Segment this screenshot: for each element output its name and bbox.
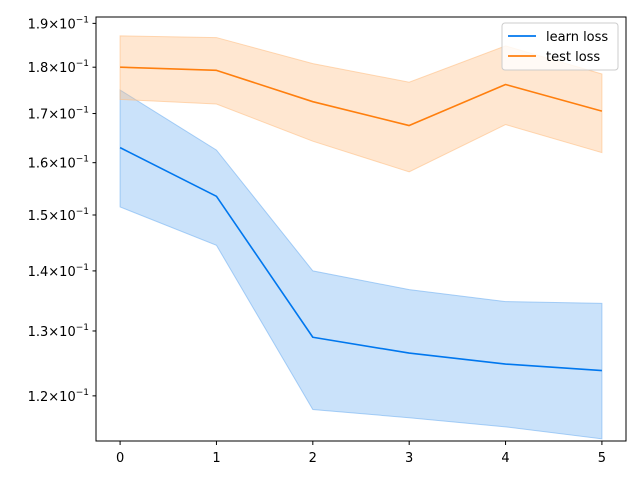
y-tick-exponent: −1 xyxy=(76,323,89,333)
y-tick-mantissa: 1.4 xyxy=(28,265,49,280)
y-tick-mantissa: 1.5 xyxy=(28,209,49,224)
x-tick-label: 3 xyxy=(405,451,413,466)
y-tick-label: 1.9×10−1 xyxy=(28,15,89,32)
y-tick-exponent: −1 xyxy=(76,388,89,398)
y-tick-exponent: −1 xyxy=(76,15,89,25)
legend-label: learn loss xyxy=(546,30,608,45)
y-tick-label: 1.2×10−1 xyxy=(28,388,89,405)
y-tick-label: 1.4×10−1 xyxy=(28,263,89,280)
band-test-loss xyxy=(119,35,603,173)
legend: learn loss test loss xyxy=(501,22,619,71)
y-tick-mantissa: 1.9 xyxy=(28,17,49,32)
x-tick-label: 5 xyxy=(598,451,606,466)
confidence-bands xyxy=(119,35,603,440)
y-tick-mantissa: 1.6 xyxy=(28,157,49,172)
y-tick-label: 1.6×10−1 xyxy=(28,155,89,172)
y-tick-label: 1.8×10−1 xyxy=(28,59,89,76)
y-axis: 1.2×10−1 1.3×10−1 1.4×10−1 1.5×10−1 1.6×10−1… xyxy=(28,15,96,405)
y-tick-mantissa: 1.3 xyxy=(28,325,49,340)
series-line-learn-loss xyxy=(119,146,602,372)
y-tick-mantissa: 1.8 xyxy=(28,61,49,76)
y-tick-mantissa: 1.2 xyxy=(28,390,49,405)
y-tick-exponent: −1 xyxy=(76,59,89,69)
legend-box xyxy=(501,22,619,71)
y-tick-exponent: −1 xyxy=(76,263,89,273)
band-learn-loss xyxy=(119,89,603,440)
x-axis: 0 1 2 3 4 5 xyxy=(116,441,606,466)
x-tick-label: 1 xyxy=(212,451,220,466)
y-tick-exponent: −1 xyxy=(76,207,89,217)
y-tick-label: 1.3×10−1 xyxy=(28,323,89,340)
plot-frame xyxy=(95,16,627,442)
x-tick-label: 4 xyxy=(501,451,509,466)
y-tick-mantissa: 1.7 xyxy=(28,108,49,123)
series-line-test-loss xyxy=(120,66,603,127)
x-tick-label: 0 xyxy=(116,451,124,466)
x-tick-label: 2 xyxy=(309,451,317,466)
y-tick-exponent: −1 xyxy=(76,106,89,116)
legend-label: test loss xyxy=(546,50,600,65)
series-lines xyxy=(119,66,603,372)
y-tick-exponent: −1 xyxy=(76,155,89,165)
y-tick-label: 1.7×10−1 xyxy=(28,106,89,123)
y-tick-label: 1.5×10−1 xyxy=(28,207,89,224)
